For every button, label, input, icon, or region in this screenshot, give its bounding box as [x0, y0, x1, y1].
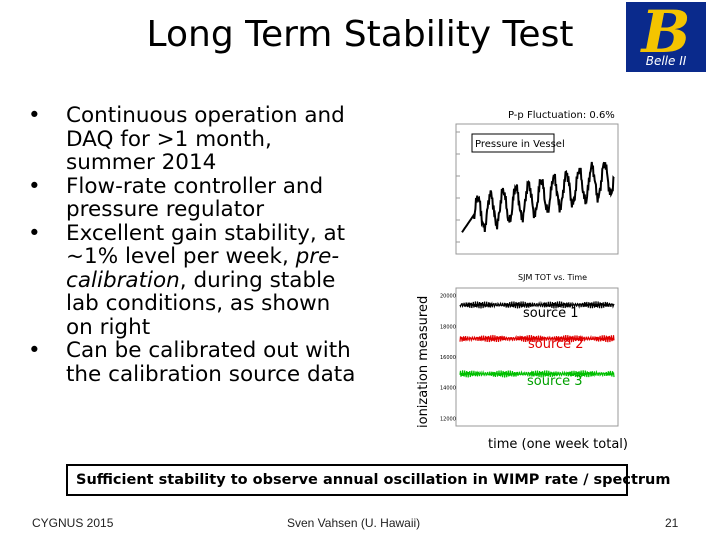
y-axis-label: ionization measured [416, 295, 431, 428]
pressure-series-line [461, 161, 615, 233]
pressure-plot: P-p Fluctuation: 0.6% Pressure in Vessel [438, 104, 624, 264]
tot-y-tick-label: 16000 [440, 355, 456, 361]
pressure-plot-frame [455, 123, 619, 255]
tot-y-tick-label: 12000 [440, 416, 456, 422]
tot-plot-title: SJM TOT vs. Time [518, 273, 587, 282]
source-3-label: source 3 [527, 374, 583, 389]
tot-series-group [459, 300, 615, 378]
footer-page-number: 21 [665, 516, 679, 530]
bullet-text: Excellent gain stability, at ~1% level p… [66, 220, 346, 269]
pressure-y-ticks [456, 131, 460, 243]
pressure-plot-title: P-p Fluctuation: 0.6% [508, 110, 615, 121]
tot-series-2 [459, 334, 615, 343]
slide-title: Long Term Stability Test [146, 14, 574, 55]
tot-y-tick-label: 14000 [440, 386, 456, 392]
bullet-item: Can be calibrated out with the calibrati… [28, 339, 358, 386]
bullet-item: Continuous operation and DAQ for >1 mont… [28, 104, 358, 175]
bullet-text: Continuous operation and DAQ for >1 mont… [66, 103, 345, 175]
tot-series-3 [459, 370, 615, 378]
pressure-legend-box [471, 133, 555, 153]
footer-author: Sven Vahsen (U. Hawaii) [287, 516, 421, 530]
bullet-item: Flow-rate controller and pressure regula… [28, 173, 358, 222]
pressure-plot-svg: P-p Fluctuation: 0.6% Pressure in Vessel [455, 110, 619, 255]
pressure-legend-label: Pressure in Vessel [475, 139, 565, 150]
source-1-label: source 1 [523, 306, 579, 321]
x-axis-label: time (one week total) [488, 437, 628, 452]
tot-plot: SJM TOT vs. Time 20000 18000 16000 14000 120… [438, 268, 624, 436]
conclusion-callout: Sufficient stability to observe annual o… [66, 464, 671, 496]
bullet-text: Can be calibrated out with the calibrati… [66, 338, 356, 387]
source-2-label: source 2 [528, 337, 584, 352]
bullet-text: , during stable lab conditions, as shown… [66, 267, 336, 340]
tot-plot-svg: SJM TOT vs. Time 20000 18000 16000 14000 120… [440, 273, 619, 427]
bullet-list: Continuous operation and DAQ for >1 mont… [28, 104, 358, 386]
tot-y-ticks: 20000 18000 16000 14000 12000 [440, 294, 456, 423]
bullet-text: Flow-rate controller and pressure regula… [66, 173, 324, 222]
footer-conference: CYGNUS 2015 [32, 516, 114, 530]
bullet-italic-text: pre-calibration [66, 244, 340, 293]
tot-y-tick-label: 18000 [440, 324, 456, 330]
logo-letter: B [641, 0, 691, 66]
tot-series-1 [459, 300, 615, 309]
logo-text: Belle II [645, 54, 687, 68]
tot-y-tick-label: 20000 [440, 294, 456, 300]
bullet-item: Excellent gain stability, at ~1% level p… [28, 220, 358, 340]
tot-plot-frame [455, 287, 619, 427]
belle-ii-logo: B Belle II [626, 0, 706, 72]
